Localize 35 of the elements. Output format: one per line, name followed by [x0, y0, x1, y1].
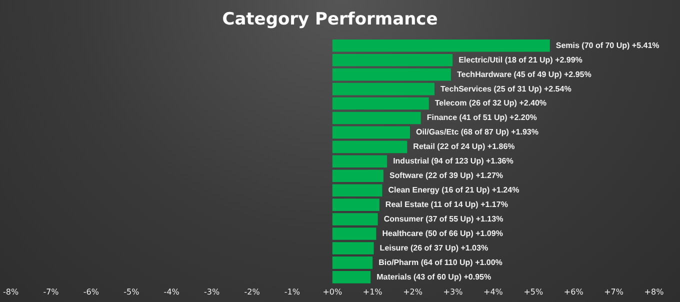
- category-label: Consumer (37 of 55 Up) +1.13%: [384, 214, 504, 224]
- x-tick-label: +8%: [644, 287, 664, 296]
- category-label: Healthcare (50 of 66 Up) +1.09%: [382, 228, 503, 238]
- category-label: TechHardware (45 of 49 Up) +2.95%: [456, 70, 592, 79]
- x-tick-label: -7%: [43, 287, 60, 296]
- category-label: Industrial (94 of 123 Up) +1.36%: [393, 156, 514, 166]
- category-label: Retail (22 of 24 Up) +1.86%: [413, 142, 515, 152]
- category-label: Clean Energy (16 of 21 Up) +1.24%: [388, 186, 520, 195]
- x-tick-label: +6%: [564, 287, 584, 296]
- category-label: Telecom (26 of 32 Up) +2.40%: [434, 98, 547, 108]
- x-tick-label: -4%: [164, 287, 180, 296]
- x-tick-label: +1%: [362, 287, 383, 296]
- x-tick-label: +5%: [524, 287, 544, 296]
- x-tick-label: -2%: [244, 287, 260, 296]
- x-tick-label: -6%: [83, 287, 100, 296]
- category-label: Leisure (26 of 37 Up) +1.03%: [380, 243, 488, 252]
- x-tick-label: -3%: [204, 287, 220, 296]
- category-label: Software (22 of 39 Up) +1.27%: [389, 171, 504, 180]
- x-tick-label: +7%: [604, 287, 624, 296]
- x-tick-label: -5%: [124, 287, 140, 296]
- x-tick-label: +3%: [443, 287, 464, 296]
- category-label: TechServices (25 of 31 Up) +2.54%: [440, 84, 572, 94]
- category-label: Oil/Gas/Etc (68 of 87 Up) +1.93%: [416, 128, 538, 137]
- category-label: Materials (43 of 60 Up) +0.95%: [376, 272, 492, 282]
- x-tick-label: +0%: [322, 287, 342, 296]
- category-label: Bio/Pharm (64 of 110 Up) +1.00%: [378, 258, 502, 267]
- x-tick-label: -8%: [3, 287, 19, 296]
- x-tick-label: +4%: [483, 287, 504, 296]
- category-label: Real Estate (11 of 14 Up) +1.17%: [385, 200, 508, 210]
- x-tick-label: -1%: [284, 287, 300, 296]
- category-label: Semis (70 of 70 Up) +5.41%: [556, 40, 660, 50]
- chart-title: Category Performance: [222, 10, 438, 30]
- category-label: Electric/Util (18 of 21 Up) +2.99%: [458, 55, 582, 64]
- x-tick-label: +2%: [403, 287, 423, 296]
- category-label: Finance (41 of 51 Up) +2.20%: [426, 113, 537, 122]
